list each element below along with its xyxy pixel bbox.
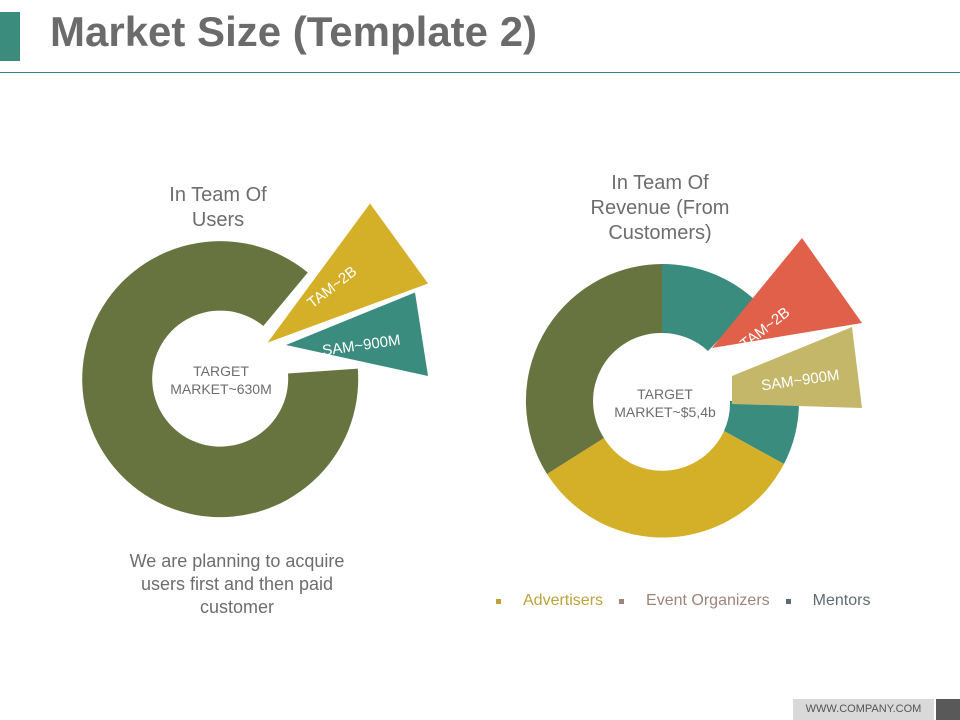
revenue-title-line: Customers) (608, 222, 712, 244)
legend-item-advertisers: Advertisers (496, 592, 603, 610)
users-caption: We are planning to acquire users first a… (129, 551, 345, 617)
users-center-label: TARGET MARKET~630M (151, 362, 291, 398)
users-donut-chart: TAM~2B SAM~900M (82, 203, 428, 518)
title-accent-bar (0, 12, 20, 61)
revenue-segment-mentors-top (662, 263, 756, 351)
legend-item-mentors: Mentors (785, 592, 871, 610)
users-sam-slice (286, 292, 428, 376)
users-chart-title: In Team Of Users (118, 183, 318, 233)
revenue-tam-slice (712, 238, 862, 348)
revenue-center-line: TARGET (637, 386, 693, 402)
title-divider (0, 72, 960, 73)
revenue-donut-chart: TAM~2B SAM~900M (525, 238, 862, 538)
legend-label-mentors: Mentors (812, 592, 871, 609)
revenue-segment-mentors-right (724, 401, 800, 464)
users-title-line: In Team Of (169, 184, 267, 206)
revenue-center-label: TARGET MARKET~$5,4b (595, 385, 735, 421)
users-center-line: TARGET (193, 363, 249, 379)
revenue-segment-advertisers (547, 431, 784, 538)
footer-block (936, 699, 960, 720)
legend-marker-event-organizers (619, 598, 625, 604)
legend-marker-mentors (785, 598, 791, 604)
legend-label-advertisers: Advertisers (523, 592, 604, 609)
revenue-legend: Advertisers Event Organizers Mentors (496, 592, 886, 610)
users-donut-ring (82, 241, 359, 518)
legend-label-event-organizers: Event Organizers (646, 592, 770, 609)
revenue-center-line: MARKET~$5,4b (614, 404, 716, 420)
legend-item-event-organizers: Event Organizers (619, 592, 770, 610)
users-title-line: Users (191, 209, 245, 231)
revenue-sam-slice (732, 327, 862, 408)
legend-marker-advertisers (496, 598, 501, 604)
page-title: Market Size (Template 2) (50, 8, 538, 55)
footer-website: WWW.COMPANY.COM (793, 699, 934, 720)
users-center-line: MARKET~630M (170, 381, 272, 397)
users-tam-slice (267, 203, 428, 343)
revenue-segment-event-organizers (525, 264, 662, 474)
revenue-chart-title: In Team Of Revenue (From Customers) (560, 171, 760, 246)
revenue-title-line: In Team Of (611, 172, 709, 194)
revenue-title-line: Revenue (From (590, 197, 730, 219)
